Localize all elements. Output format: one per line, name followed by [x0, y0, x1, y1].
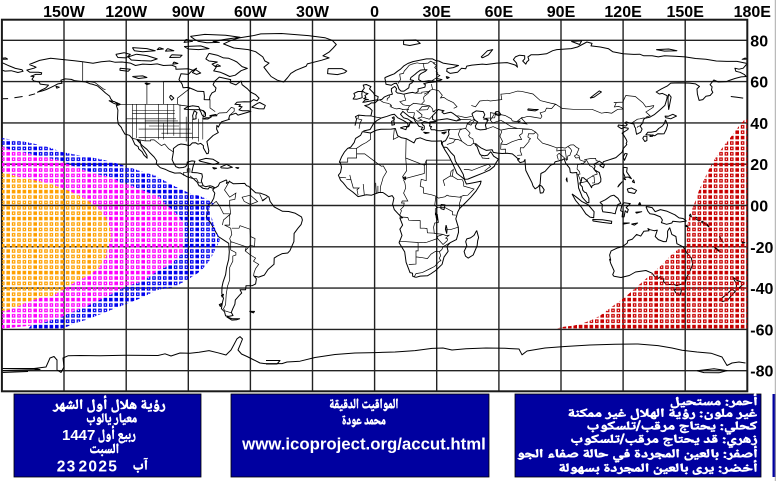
svg-text:120W: 120W [105, 4, 148, 21]
svg-text:0: 0 [370, 4, 379, 21]
svg-text:00: 00 [750, 199, 768, 216]
svg-text:-20: -20 [750, 240, 773, 257]
svg-text:40: 40 [750, 116, 768, 133]
svg-text:180E: 180E [734, 4, 772, 21]
svg-text:150W: 150W [43, 4, 86, 21]
svg-text:30W: 30W [296, 4, 330, 21]
svg-text:23: 23 [57, 459, 77, 476]
svg-text:20: 20 [750, 157, 768, 174]
svg-text:150E: 150E [667, 4, 705, 21]
svg-text:-40: -40 [750, 281, 773, 298]
svg-text:90W: 90W [172, 4, 206, 21]
svg-text:www.icoproject.org/accut.html: www.icoproject.org/accut.html [241, 435, 486, 454]
svg-text:60E: 60E [485, 4, 514, 21]
svg-text:60: 60 [750, 75, 768, 92]
svg-text:60W: 60W [234, 4, 268, 21]
svg-text:80: 80 [750, 33, 768, 50]
svg-text:-60: -60 [750, 322, 773, 339]
svg-text:90E: 90E [547, 4, 576, 21]
svg-text:1447: 1447 [62, 427, 95, 444]
svg-text:30E: 30E [422, 4, 451, 21]
svg-text:120E: 120E [604, 4, 642, 21]
svg-text:-80: -80 [750, 364, 773, 381]
svg-text:2025: 2025 [79, 459, 119, 476]
